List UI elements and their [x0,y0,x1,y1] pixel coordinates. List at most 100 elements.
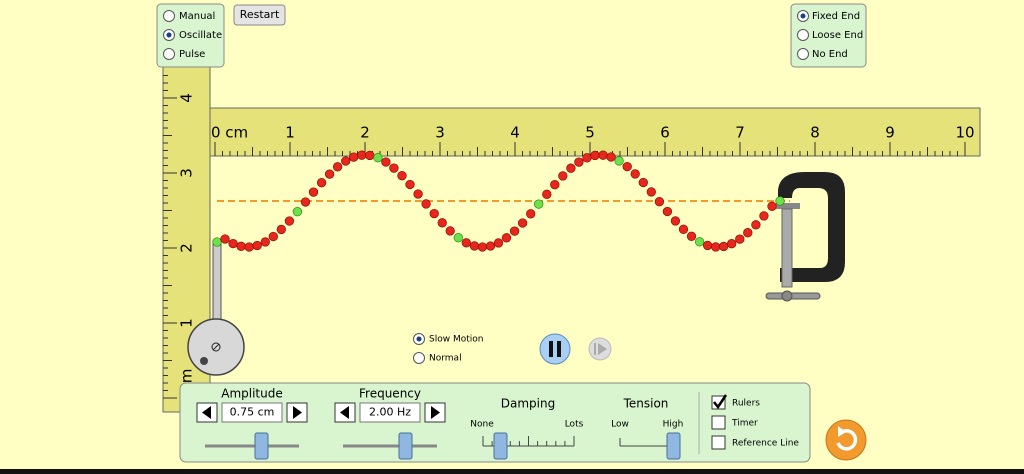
bead [622,161,632,172]
bead [727,239,737,249]
wheel-hub [211,342,221,352]
bead [501,233,512,243]
bead [558,171,568,181]
ruler-label: 3 [435,124,445,142]
bead [735,234,745,244]
damping-title: Damping [501,397,555,411]
timer-checkbox[interactable]: Timer [711,415,758,430]
mode-pulse[interactable]: Pulse [163,48,206,61]
bead [630,169,640,179]
pause-button[interactable] [539,333,571,365]
damping-max: Lots [565,420,584,430]
frequency-thumb[interactable] [398,432,413,460]
bead [767,201,777,211]
bead [534,199,544,209]
bead [445,226,455,236]
checkbox-label: Rulers [732,399,760,409]
radio[interactable] [797,29,809,41]
bead [574,157,584,167]
reset-all-button[interactable] [825,419,867,461]
button-body[interactable] [825,419,867,461]
bead [702,240,713,251]
bead [654,197,665,207]
bead [220,234,230,244]
damping-min: None [470,420,494,430]
frequency-title: Frequency [359,387,421,401]
bead [526,209,536,219]
horizontal-ruler[interactable]: 0 cm 1 2 3 4 5 6 7 8 9 10 [209,107,981,157]
bead [212,237,222,247]
bead [405,179,415,190]
amplitude-dec[interactable] [196,402,218,423]
bead [751,220,761,230]
amplitude-inc[interactable] [286,402,308,423]
end-none[interactable]: No End [797,48,848,61]
pause-bar [549,341,553,357]
bead [566,163,576,173]
clamp-handle [765,292,821,300]
radio[interactable] [413,352,425,364]
bead [662,206,673,217]
speed-slow[interactable]: Slow Motion [413,333,484,345]
damping-thumb[interactable] [493,432,508,460]
restart-button[interactable]: Restart [233,4,286,26]
bead [509,226,520,236]
mode-oscillate[interactable]: Oscillate [163,29,223,42]
step-bar [594,343,596,355]
end-loose[interactable]: Loose End [797,29,864,42]
end-fixed[interactable]: Fixed End [797,10,861,23]
horizontal-ruler-body [209,107,981,157]
end-panel [790,3,867,68]
ruler-label: 0 cm [211,124,248,142]
bead [614,156,624,166]
radio-dot [166,32,172,38]
pause-bar [557,341,561,357]
mode-manual[interactable]: Manual [163,10,216,23]
arrow [202,406,211,419]
button-body[interactable] [539,333,571,365]
amplitude-thumb[interactable] [254,432,269,460]
bead [582,153,592,163]
checkmark [713,394,728,410]
bead [357,150,367,160]
bead [308,187,319,197]
radio-dot [416,336,422,342]
bead [694,237,705,247]
clamp-pad [776,203,800,209]
speed-normal[interactable]: Normal [413,352,462,364]
bead [711,242,721,252]
bead [493,238,504,248]
tension-max: High [663,420,684,430]
bead [469,241,480,251]
bead [316,178,327,188]
bead [542,189,552,199]
radio[interactable] [163,10,175,22]
bead [332,162,343,172]
checkbox[interactable] [711,435,726,450]
frequency-inc[interactable] [424,402,446,423]
bead [252,240,262,251]
frequency-dec[interactable] [334,402,356,423]
bead [598,150,608,160]
bead [284,216,295,226]
bead [324,169,335,179]
radio[interactable] [797,48,809,60]
button-body[interactable] [233,4,286,26]
checkbox[interactable] [711,415,726,430]
bead [638,177,648,188]
bead [260,237,270,247]
clamp-knob [781,290,793,302]
step-button[interactable] [588,337,612,361]
bead [413,189,423,199]
radio-dot [800,13,806,19]
bead [300,197,311,207]
ruler-label: 9 [885,124,895,142]
tension-title: Tension [623,397,669,411]
reference-line-checkbox[interactable]: Reference Line [711,435,799,450]
bead [646,187,656,197]
rulers-checkbox[interactable]: Rulers [711,394,760,410]
checkbox-label: Timer [731,419,758,429]
radio[interactable] [163,48,175,60]
amplitude-value-box [221,402,283,423]
tension-thumb[interactable] [666,432,681,460]
